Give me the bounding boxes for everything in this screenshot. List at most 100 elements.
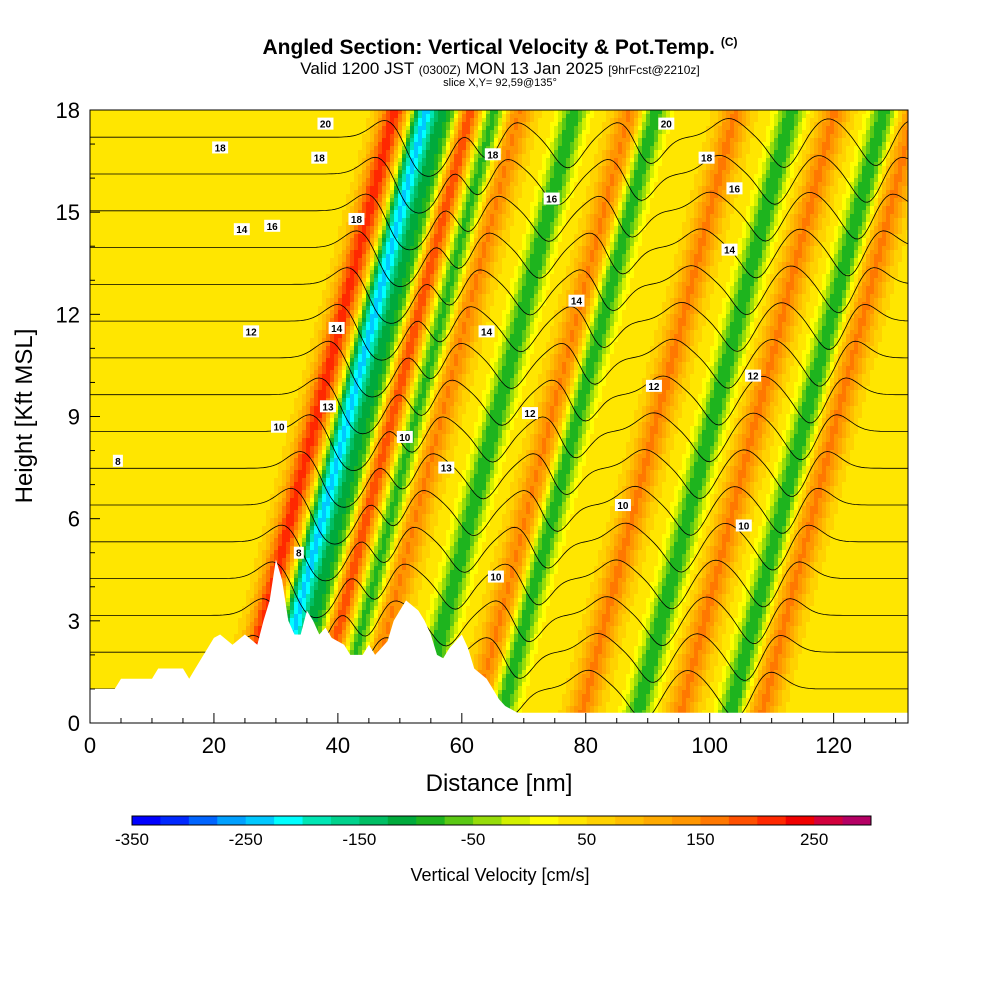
chart-subtitle: Valid 1200 JST (0300Z) MON 13 Jan 2025 [… (0, 60, 1000, 77)
colorbar: -350 -250 -150 -50 50 150 250 (115, 815, 872, 849)
pot-temp-contour-line (90, 522, 908, 582)
contour-label: 18 (348, 212, 365, 226)
pot-temp-contours (90, 118, 908, 723)
x-tick-label: 40 (326, 733, 350, 758)
colorbar-swatch (672, 816, 701, 825)
colorbar-swatch (132, 816, 161, 825)
contour-label: 14 (233, 223, 250, 236)
terrain-mask (90, 559, 908, 723)
y-tick-label: 12 (56, 302, 80, 327)
colorbar-swatch (160, 816, 190, 825)
contour-label: 18 (698, 151, 715, 165)
colorbar-tick-label: -150 (342, 830, 376, 849)
colorbar-swatch (245, 816, 275, 825)
contour-label: 20 (317, 117, 334, 131)
valid-zulu: (0300Z) (419, 63, 461, 77)
colorbar-swatch (473, 816, 502, 825)
colorbar-swatch (558, 816, 588, 825)
valid-date: MON 13 Jan 2025 (465, 59, 603, 78)
colorbar-swatch (757, 816, 787, 825)
colorbar-tick-label: -250 (229, 830, 263, 849)
contour-label: 8 (112, 454, 123, 468)
colorbar-swatch (501, 816, 531, 825)
colorbar-swatch (785, 816, 815, 825)
x-tick-label: 80 (574, 733, 598, 758)
colorbar-tick-label: 150 (686, 830, 714, 849)
contour-label: 12 (521, 407, 538, 420)
title-tag: (C) (721, 35, 738, 49)
contour-label: 14 (328, 321, 345, 335)
contour-label: 16 (264, 219, 281, 233)
x-tick-label: 100 (691, 733, 728, 758)
pot-temp-contour-line (90, 559, 908, 619)
colorbar-swatch (529, 816, 559, 825)
y-tick-label: 0 (68, 711, 80, 736)
vertical-velocity-field (90, 110, 908, 723)
y-tick-label: 6 (68, 507, 80, 532)
pot-temp-contour-line (90, 301, 908, 361)
colorbar-tick-label: 50 (577, 830, 596, 849)
contour-label: 10 (614, 499, 631, 512)
colorbar-swatch (814, 816, 843, 825)
colorbar-swatch (330, 816, 360, 825)
contour-label: 12 (745, 369, 762, 383)
colorbar-swatch (444, 816, 474, 825)
colorbar-tick-label: -350 (115, 830, 149, 849)
contour-label: 18 (212, 141, 229, 154)
chart-title-block: Angled Section: Vertical Velocity & Pot.… (0, 36, 1000, 89)
contour-label: 10 (735, 519, 752, 532)
x-axis-title: Distance [nm] (426, 770, 573, 797)
colorbar-swatch (387, 816, 417, 825)
pot-temp-contour-line (90, 118, 908, 177)
colorbar-swatch (842, 816, 872, 825)
contour-label: 14 (568, 294, 585, 308)
contour-label: 18 (311, 151, 328, 165)
pot-temp-contour-line (90, 485, 908, 545)
colorbar-swatch (700, 816, 730, 825)
contour-label: 10 (487, 570, 504, 584)
chart-title: Angled Section: Vertical Velocity & Pot.… (0, 36, 1000, 58)
pot-temp-contour-line (90, 412, 908, 472)
slice-info: slice X,Y= 92,59@135° (0, 78, 1000, 89)
colorbar-swatch (615, 816, 645, 825)
colorbar-swatch (217, 816, 247, 825)
colorbar-swatch (188, 816, 218, 825)
colorbar-swatch (359, 816, 389, 825)
pot-temp-contour-line (90, 265, 908, 324)
colorbar-swatch (274, 816, 303, 825)
contour-label: 16 (543, 192, 560, 206)
contour-label: 10 (271, 420, 288, 434)
pot-temp-contour-line (90, 596, 908, 655)
pot-temp-contour-line (90, 191, 908, 251)
colorbar-swatch (643, 816, 673, 825)
colorbar-title: Vertical Velocity [cm/s] (410, 865, 589, 885)
contour-label: 13 (438, 461, 455, 475)
pot-temp-contour-line (90, 154, 908, 214)
y-tick-label: 15 (56, 200, 80, 225)
colorbar-swatch (728, 816, 758, 825)
pot-temp-contour-line (90, 449, 908, 508)
colorbar-swatch (302, 816, 332, 825)
contour-label: 8 (293, 546, 304, 560)
contour-label: 12 (645, 379, 662, 393)
y-axis-title: Height [Kft MSL] (11, 329, 38, 504)
contour-label: 14 (721, 243, 738, 257)
x-tick-label: 120 (815, 733, 852, 758)
contour-label: 20 (658, 117, 675, 131)
contour-label: 12 (243, 325, 260, 338)
x-tick-label: 20 (202, 733, 226, 758)
x-tick-label: 0 (84, 733, 96, 758)
colorbar-tick-label: -50 (461, 830, 486, 849)
y-tick-label: 9 (68, 405, 80, 430)
colorbar-swatch (416, 816, 446, 825)
axes: 0 20 40 60 80 100 120 0 3 6 9 12 15 18 (56, 98, 897, 758)
colorbar-frame (131, 815, 872, 826)
pot-temp-contour-line (90, 375, 908, 435)
y-tick-label: 3 (68, 609, 80, 634)
pot-temp-contour-labels: 8 8 10 10 10 10 10 12 13 13 12 12 12 14 14 14 14 14 16 16 16… (112, 117, 762, 584)
contour-label: 13 (319, 400, 336, 413)
y-tick-label: 18 (56, 98, 80, 123)
pot-temp-contour-line (90, 338, 908, 398)
x-tick-label: 60 (450, 733, 474, 758)
contour-label: 14 (478, 325, 495, 338)
